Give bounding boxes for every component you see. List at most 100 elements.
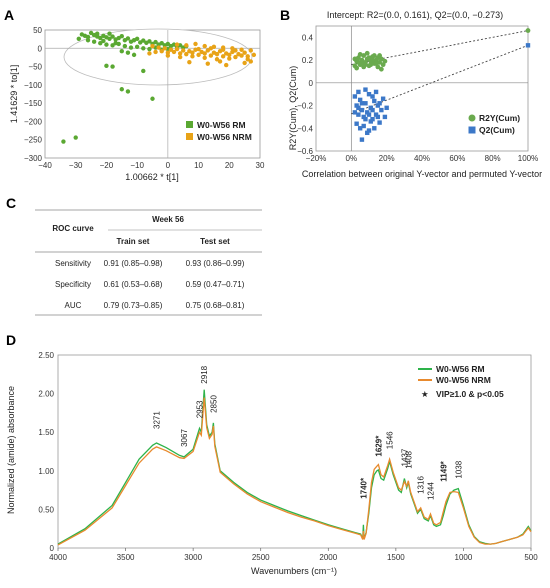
panel-d-peak-label: 1408: [404, 450, 413, 468]
panel-d-x-tick: 4000: [49, 553, 67, 562]
panel-b-q2-point: [361, 123, 366, 129]
panel-d-series-rm: [57, 389, 532, 545]
panel-d-y-axis-label: Normalized (amide) absorbance: [6, 386, 16, 514]
panel-letter-a: A: [4, 7, 14, 23]
panel-a-point-nrm: [208, 46, 214, 51]
panel-a-x-tick: −20: [100, 161, 114, 170]
panel-a-point-nrm: [168, 47, 174, 52]
panel-a-point-rm: [107, 31, 112, 36]
panel-a-x-tick: −10: [130, 161, 144, 170]
panel-a-point-nrm: [196, 46, 201, 52]
panel-a-point-nrm: [162, 46, 167, 51]
panel-a-point-nrm: [193, 41, 198, 47]
table-row-header: ROC curve: [52, 224, 94, 233]
panel-b-q2-point: [525, 43, 531, 48]
panel-b-r2-point: [364, 50, 370, 56]
panel-letter-c: C: [6, 195, 16, 211]
panel-a-point-nrm: [181, 48, 186, 53]
panel-a-point-rm: [141, 38, 146, 43]
panel-a-x-tick: 0: [166, 161, 171, 170]
panel-b-q2-point: [359, 107, 365, 113]
panel-a-point-rm: [122, 43, 128, 49]
panel-b-fit-line: [351, 44, 529, 115]
panel-d-peak-label: 1740*: [359, 477, 368, 499]
panel-a-legend-label: W0-W56 NRM: [197, 132, 252, 142]
panel-b-q2-point: [382, 114, 388, 120]
panel-b-title: Intercept: R2=(0.0, 0.161), Q2=(0.0, −0.…: [327, 10, 503, 20]
panel-b-q2-point: [377, 101, 382, 106]
panel-b-legend-label: Q2(Cum): [479, 125, 515, 135]
panel-a-point-nrm: [174, 46, 180, 52]
panel-a-point-rm: [119, 34, 124, 39]
panel-b-q2-point: [357, 126, 363, 131]
panel-a-point-nrm: [159, 49, 164, 54]
panel-a-legend-swatch: [186, 133, 193, 140]
panel-b-q2-point: [361, 114, 366, 120]
panel-b-q2-point: [365, 110, 370, 115]
panel-a-point-nrm: [248, 59, 253, 64]
panel-b-r2-point: [377, 53, 382, 58]
panel-b-q2-point: [363, 116, 368, 122]
panel-b-q2-point: [365, 130, 370, 136]
panel-a-x-tick: 30: [256, 161, 265, 170]
panel-b-frame: [315, 25, 529, 152]
panel-b-q2-point: [363, 87, 368, 92]
panel-b-x-tick: 0%: [346, 154, 358, 163]
panel-b-q2-point: [368, 105, 373, 111]
panel-c-roc-table: Week 56 ROC curve Train set Test set Sen…: [35, 209, 262, 316]
panel-b-r2-point: [371, 53, 377, 58]
panel-a-y-tick: −50: [28, 63, 42, 72]
panel-a-x-axis-label: 1.00662 * t[1]: [125, 172, 179, 182]
panel-b-y-tick: 0.4: [302, 33, 314, 42]
panel-a-point-rm: [104, 42, 109, 47]
panel-a-point-nrm: [171, 49, 177, 55]
table-cell-test: 0.75 (0.68–0.81): [186, 301, 245, 310]
panel-a-x-tick: −30: [69, 161, 83, 170]
panel-a-score-plot: −40 −30 −20 −10 0 10 20 30500−50−100−150−200−25…: [9, 26, 265, 182]
panel-b-r2-point: [352, 56, 358, 62]
panel-b-legend-marker: [468, 126, 476, 134]
panel-a-y-tick: 0: [38, 44, 43, 53]
panel-a-point-nrm: [214, 51, 220, 57]
panel-b-q2-point: [372, 126, 377, 131]
panel-a-point-nrm: [177, 54, 183, 60]
panel-b-r2-point: [373, 61, 379, 66]
panel-a-point-nrm: [153, 49, 158, 55]
panel-a-point-nrm: [208, 53, 214, 58]
panel-a-point-rm: [125, 36, 131, 41]
panel-b-q2-point: [379, 107, 384, 113]
panel-a-point-nrm: [220, 47, 226, 52]
panel-a-point-rm: [153, 39, 158, 45]
panel-a-y-tick: −150: [24, 99, 43, 108]
panel-b-q2-point: [356, 105, 361, 111]
panel-a-point-nrm: [251, 52, 257, 58]
panel-a-point-nrm: [233, 48, 238, 53]
panel-b-q2-point: [370, 94, 375, 99]
panel-b-q2-point: [384, 105, 389, 111]
panel-d-y-tick: 1.00: [38, 467, 54, 476]
panel-b-q2-point: [368, 119, 373, 124]
panel-d-y-tick: 1.50: [38, 428, 54, 437]
panel-b-q2-point: [363, 101, 368, 106]
panel-a-point-nrm: [187, 59, 192, 65]
panel-d-peak-label: 1437: [400, 448, 409, 466]
panel-b-x-tick: 60%: [449, 154, 465, 163]
panel-b-q2-point: [354, 121, 359, 126]
panel-a-legend: W0-W56 RM W0-W56 NRM: [186, 120, 252, 142]
panel-a-point-rm: [134, 44, 140, 50]
panel-b-y-axis-label: R2Y(Cum), Q2(Cum): [288, 66, 298, 151]
panel-d-peak-label: 1546: [386, 431, 395, 449]
panel-a-point-rm: [171, 42, 177, 47]
panel-a-point-rm: [73, 135, 78, 140]
panel-d-x-tick: 3000: [184, 553, 202, 562]
panel-a-point-rm: [113, 40, 118, 46]
panel-d-peak-label: 1244: [427, 482, 436, 500]
panel-d-legend-note: VIP≥1.0 & p<0.05: [436, 389, 504, 399]
panel-b-legend-label: R2Y(Cum): [479, 113, 520, 123]
panel-a-point-nrm: [217, 59, 223, 64]
panel-a-point-rm: [76, 36, 81, 41]
panel-a-point-nrm: [174, 42, 180, 47]
panel-a-y-tick: −300: [24, 154, 43, 163]
table-cell-test: 0.59 (0.47–0.71): [186, 280, 245, 289]
